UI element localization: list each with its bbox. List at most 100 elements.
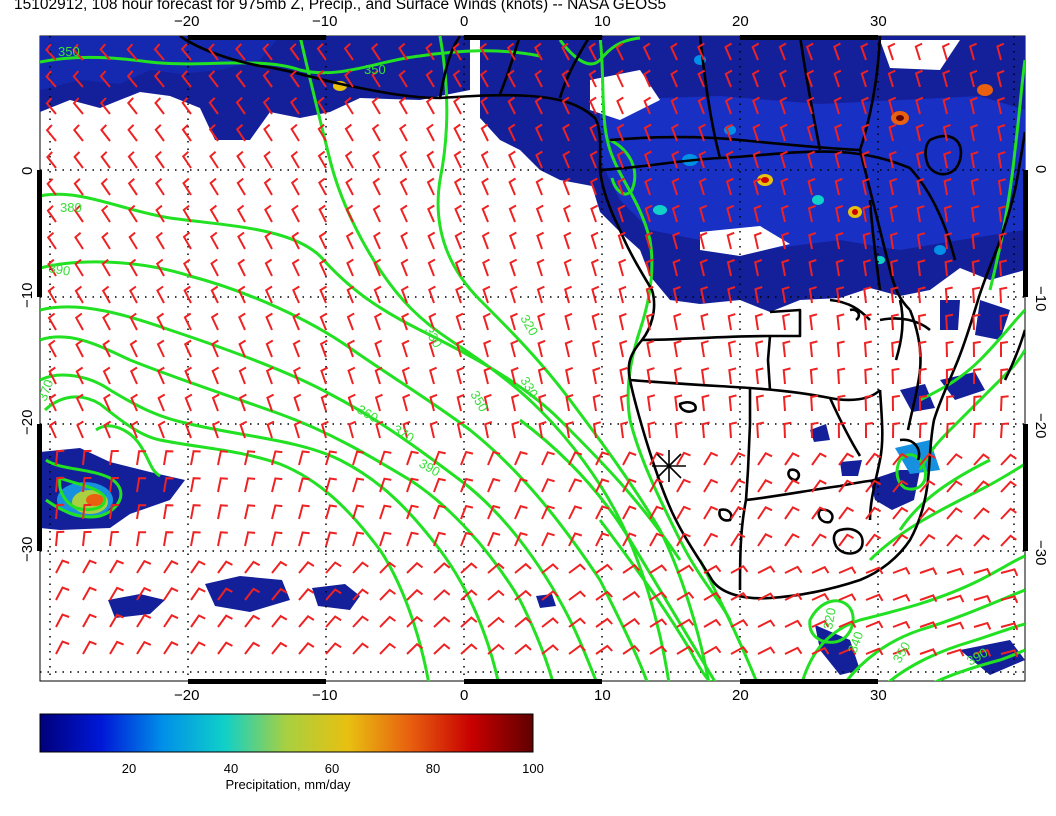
wind-barb xyxy=(372,150,381,169)
wind-barb xyxy=(290,150,300,169)
wind-barb xyxy=(163,560,179,574)
wind-barb xyxy=(536,285,545,304)
wind-barb xyxy=(892,620,911,629)
wind-barb xyxy=(433,589,451,601)
wind-barb xyxy=(973,621,992,630)
wind-barb xyxy=(865,422,874,438)
wind-barb xyxy=(670,96,679,115)
wind-barb xyxy=(724,42,733,61)
wind-barb xyxy=(460,589,478,601)
wind-barb xyxy=(649,478,664,493)
wind-barb xyxy=(184,366,193,385)
wind-barb xyxy=(320,420,329,439)
wind-barb xyxy=(973,534,990,547)
wind-barb xyxy=(591,339,600,358)
wind-barb xyxy=(1000,622,1019,631)
wind-barb xyxy=(999,313,1008,331)
wind-barb xyxy=(730,532,746,547)
wind-barb xyxy=(615,69,624,88)
wind-barb xyxy=(969,69,978,88)
wind-barb xyxy=(479,42,489,61)
wind-barb xyxy=(298,477,310,493)
wind-barb xyxy=(428,339,437,358)
wind-barb xyxy=(568,478,583,493)
wind-barb xyxy=(997,178,1006,196)
wind-barb xyxy=(834,150,843,169)
wind-barb xyxy=(235,123,246,142)
wind-barb xyxy=(109,640,124,655)
wind-barb xyxy=(622,478,637,493)
wind-barb xyxy=(617,231,626,250)
wind-barb xyxy=(453,177,462,196)
wind-barb xyxy=(487,562,505,574)
wind-barb xyxy=(266,393,275,412)
wind-barb xyxy=(156,285,165,304)
wind-barb xyxy=(136,504,147,520)
wind-barb xyxy=(862,259,871,277)
wind-barb xyxy=(460,643,478,655)
wind-barb xyxy=(887,42,896,61)
wind-barb xyxy=(271,531,283,547)
colorbar-tick: 60 xyxy=(325,761,339,776)
wind-barb xyxy=(996,96,1005,115)
wind-barb xyxy=(46,178,57,196)
lat-tick-label: −30 xyxy=(1032,540,1049,565)
wind-barb xyxy=(674,421,683,439)
wind-barb xyxy=(75,366,84,385)
wind-barb xyxy=(293,366,301,385)
wind-barb xyxy=(589,123,598,142)
wind-barb xyxy=(999,286,1008,304)
wind-barb xyxy=(752,123,761,142)
wind-barb xyxy=(1000,568,1019,577)
wind-barb xyxy=(319,312,328,331)
wind-barb xyxy=(946,594,965,603)
wind-barb xyxy=(622,590,641,601)
wind-barb xyxy=(100,177,111,196)
wind-barb xyxy=(452,69,462,88)
wind-barb xyxy=(945,313,954,331)
wind-barb xyxy=(401,312,410,331)
wind-barb xyxy=(887,69,896,88)
geopotential-contours xyxy=(40,36,1025,681)
wind-barb xyxy=(541,478,555,493)
wind-barb xyxy=(865,566,884,575)
lon-tick-label: 20 xyxy=(732,687,749,704)
wind-barb xyxy=(211,393,220,412)
wind-barb xyxy=(757,619,776,628)
wind-barb xyxy=(644,204,653,223)
wind-barb xyxy=(74,231,84,250)
wind-barb xyxy=(595,532,610,547)
wind-barb xyxy=(700,367,710,385)
wind-barb xyxy=(672,231,681,250)
wind-barb xyxy=(402,393,411,412)
wind-barb xyxy=(971,259,980,277)
wind-barb xyxy=(235,43,246,61)
wind-barb xyxy=(645,258,654,277)
wind-barb xyxy=(697,96,706,115)
wind-barb xyxy=(541,505,555,520)
wind-barb xyxy=(509,258,518,277)
wind-barb xyxy=(860,69,869,88)
wind-barb xyxy=(510,366,519,385)
lon-tick-label: −10 xyxy=(312,13,337,30)
lon-tick-label: 0 xyxy=(460,687,468,704)
wind-barb xyxy=(784,452,800,466)
wind-barb xyxy=(217,560,233,574)
wind-barb xyxy=(676,645,695,655)
wind-barb xyxy=(101,231,111,250)
wind-barb xyxy=(724,69,733,88)
wind-barb xyxy=(725,177,734,196)
wind-barb xyxy=(1000,534,1017,547)
wind-barb xyxy=(728,367,737,385)
wind-barb xyxy=(238,366,247,385)
wind-barb xyxy=(778,69,787,88)
lat-tick-label: −20 xyxy=(19,410,36,435)
wind-barb xyxy=(325,588,342,601)
wind-barb xyxy=(568,505,583,520)
contour-label: 320 xyxy=(820,607,839,631)
wind-barb xyxy=(757,565,776,574)
wind-barb xyxy=(433,504,446,520)
wind-barb xyxy=(100,124,111,142)
wind-barb xyxy=(429,366,438,385)
wind-barb xyxy=(103,393,111,412)
